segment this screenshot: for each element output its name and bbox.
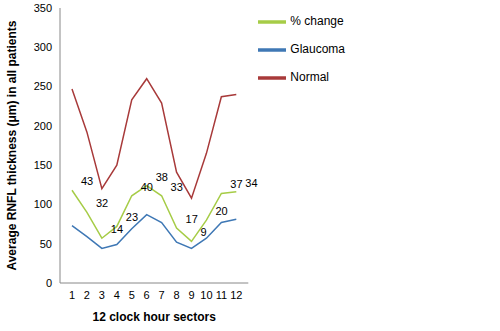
svg-text:40: 40	[141, 181, 153, 193]
html-text:Normal: Normal	[290, 70, 329, 85]
svg-text:2: 2	[84, 289, 90, 301]
svg-text:300: 300	[34, 41, 52, 53]
svg-text:20: 20	[215, 205, 227, 217]
svg-text:150: 150	[34, 159, 52, 171]
svg-text:0: 0	[46, 277, 52, 289]
svg-text:100: 100	[34, 198, 52, 210]
svg-text:34: 34	[245, 177, 257, 189]
svg-text:9: 9	[188, 289, 194, 301]
svg-text:43: 43	[81, 175, 93, 187]
svg-text:11: 11	[216, 289, 227, 301]
svg-text:6: 6	[144, 289, 150, 301]
svg-text:200: 200	[34, 120, 52, 132]
svg-text:8: 8	[173, 289, 179, 301]
html-text:% change: % change	[290, 14, 344, 29]
svg-text:3: 3	[99, 289, 105, 301]
svg-text:12 clock hour sectors: 12 clock hour sectors	[92, 310, 216, 324]
svg-text:9: 9	[200, 226, 206, 238]
svg-text:32: 32	[96, 197, 108, 209]
svg-text:37: 37	[230, 178, 242, 190]
svg-text:17: 17	[186, 213, 198, 225]
svg-text:Average RNFL thickness (μm) in: Average RNFL thickness (μm) in all patie…	[8, 20, 19, 270]
svg-text:4: 4	[114, 289, 120, 301]
svg-text:38: 38	[156, 171, 168, 183]
svg-text:33: 33	[171, 181, 183, 193]
svg-text:350: 350	[34, 2, 52, 14]
svg-text:23: 23	[126, 211, 138, 223]
svg-text:1: 1	[69, 289, 75, 301]
svg-text:5: 5	[129, 289, 135, 301]
svg-text:250: 250	[34, 80, 52, 92]
svg-text:7: 7	[159, 289, 165, 301]
html-text:Glaucoma: Glaucoma	[290, 42, 345, 57]
svg-text:10: 10	[200, 289, 212, 301]
svg-text:50: 50	[40, 238, 52, 250]
svg-text:12: 12	[230, 289, 242, 301]
svg-text:14: 14	[111, 223, 123, 235]
